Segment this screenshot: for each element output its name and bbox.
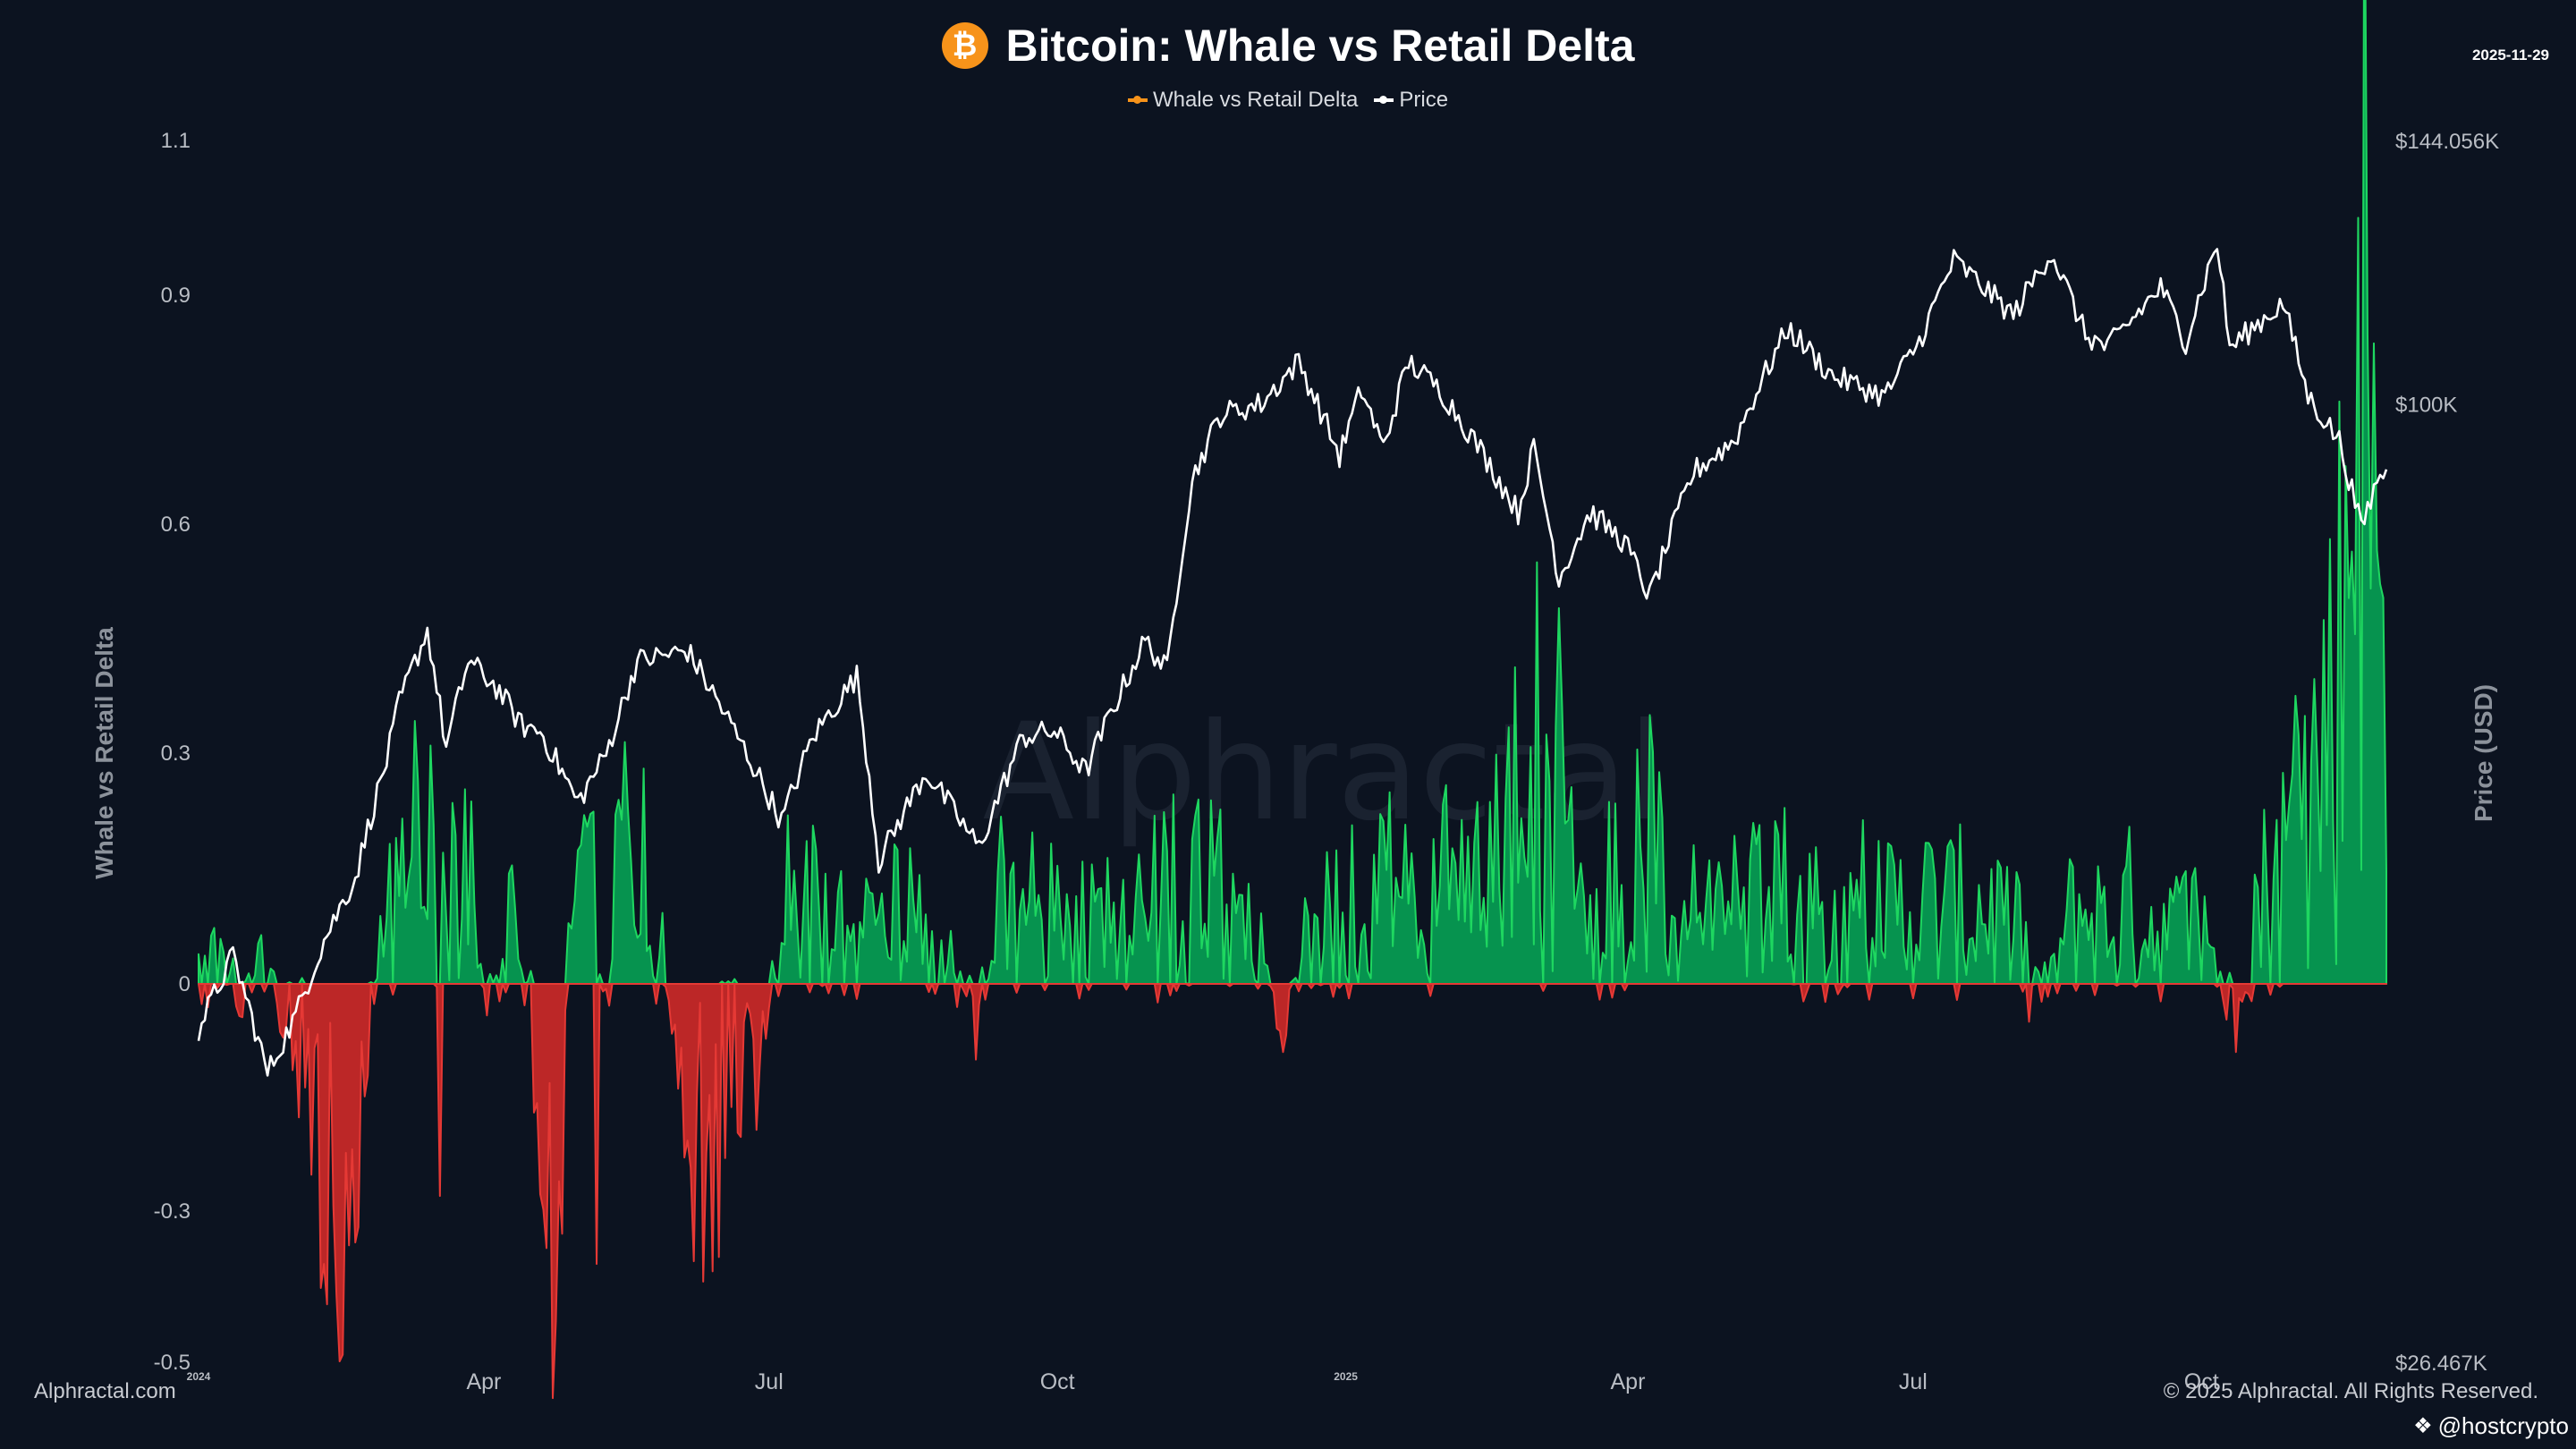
handle-badge: ❖ @hostcrypto <box>2413 1412 2569 1440</box>
left-axis-title: Whale vs Retail Delta <box>90 627 118 879</box>
left-tick-label: 1.1 <box>161 129 191 153</box>
axes-layer: 1.1 0.9 0.6 0.3 0 -0.3 -0.5 $144.056K $100K $26.4… <box>90 129 2499 1394</box>
footer-site: Alphractal.com <box>34 1379 176 1403</box>
price-line <box>197 248 2388 1077</box>
right-axis-title: Price (USD) <box>2470 684 2497 822</box>
x-tick-label: 2024 <box>187 1370 211 1383</box>
legend-label-price: Price <box>1399 88 1449 112</box>
left-tick-label: 0.6 <box>161 513 191 537</box>
bitcoin-icon: ₿ <box>941 22 988 69</box>
right-tick-label: $100K <box>2395 393 2457 417</box>
right-tick-label: $144.056K <box>2395 130 2499 154</box>
footer-copyright: © 2025 Alphractal. All Rights Reserved. <box>2163 1379 2538 1403</box>
left-tick-label: -0.5 <box>154 1351 191 1375</box>
x-tick-label: Jul <box>1899 1369 1928 1394</box>
legend: Whale vs Retail Delta Price <box>0 88 2576 113</box>
legend-marker-delta <box>1127 96 1148 104</box>
x-tick-label: Apr <box>1611 1369 1646 1394</box>
chart-title: Bitcoin: Whale vs Retail Delta <box>1005 21 1635 71</box>
binance-icon: ❖ <box>2413 1414 2433 1438</box>
delta-area-layer <box>198 0 2387 1400</box>
x-tick-label: Oct <box>1040 1369 1075 1394</box>
watermark: Alphractal <box>982 695 1665 851</box>
legend-label-delta: Whale vs Retail Delta <box>1152 88 1359 112</box>
watermark-text: Alphractal <box>982 695 1665 851</box>
x-tick-label: 2025 <box>1334 1370 1358 1383</box>
left-tick-label: 0 <box>179 972 191 996</box>
handle-text: @hostcrypto <box>2437 1412 2569 1439</box>
price-line-layer <box>197 248 2388 1077</box>
delta-negative-area <box>198 983 2387 1400</box>
legend-marker-price <box>1374 96 1394 104</box>
chart-title-block: ₿ Bitcoin: Whale vs Retail Delta <box>0 20 2576 72</box>
left-tick-label: 0.9 <box>161 284 191 308</box>
left-tick-label: 0.3 <box>161 741 191 766</box>
x-tick-label: Apr <box>466 1369 501 1394</box>
legend-item-delta[interactable]: Whale vs Retail Delta <box>1127 88 1359 113</box>
right-tick-label: $26.467K <box>2395 1352 2487 1376</box>
x-tick-label: Jul <box>755 1369 784 1394</box>
chart-date: 2025-11-29 <box>2471 47 2549 64</box>
left-tick-label: -0.3 <box>154 1199 191 1224</box>
x-tick-label: Oct <box>2184 1369 2219 1394</box>
legend-item-price[interactable]: Price <box>1374 88 1448 113</box>
